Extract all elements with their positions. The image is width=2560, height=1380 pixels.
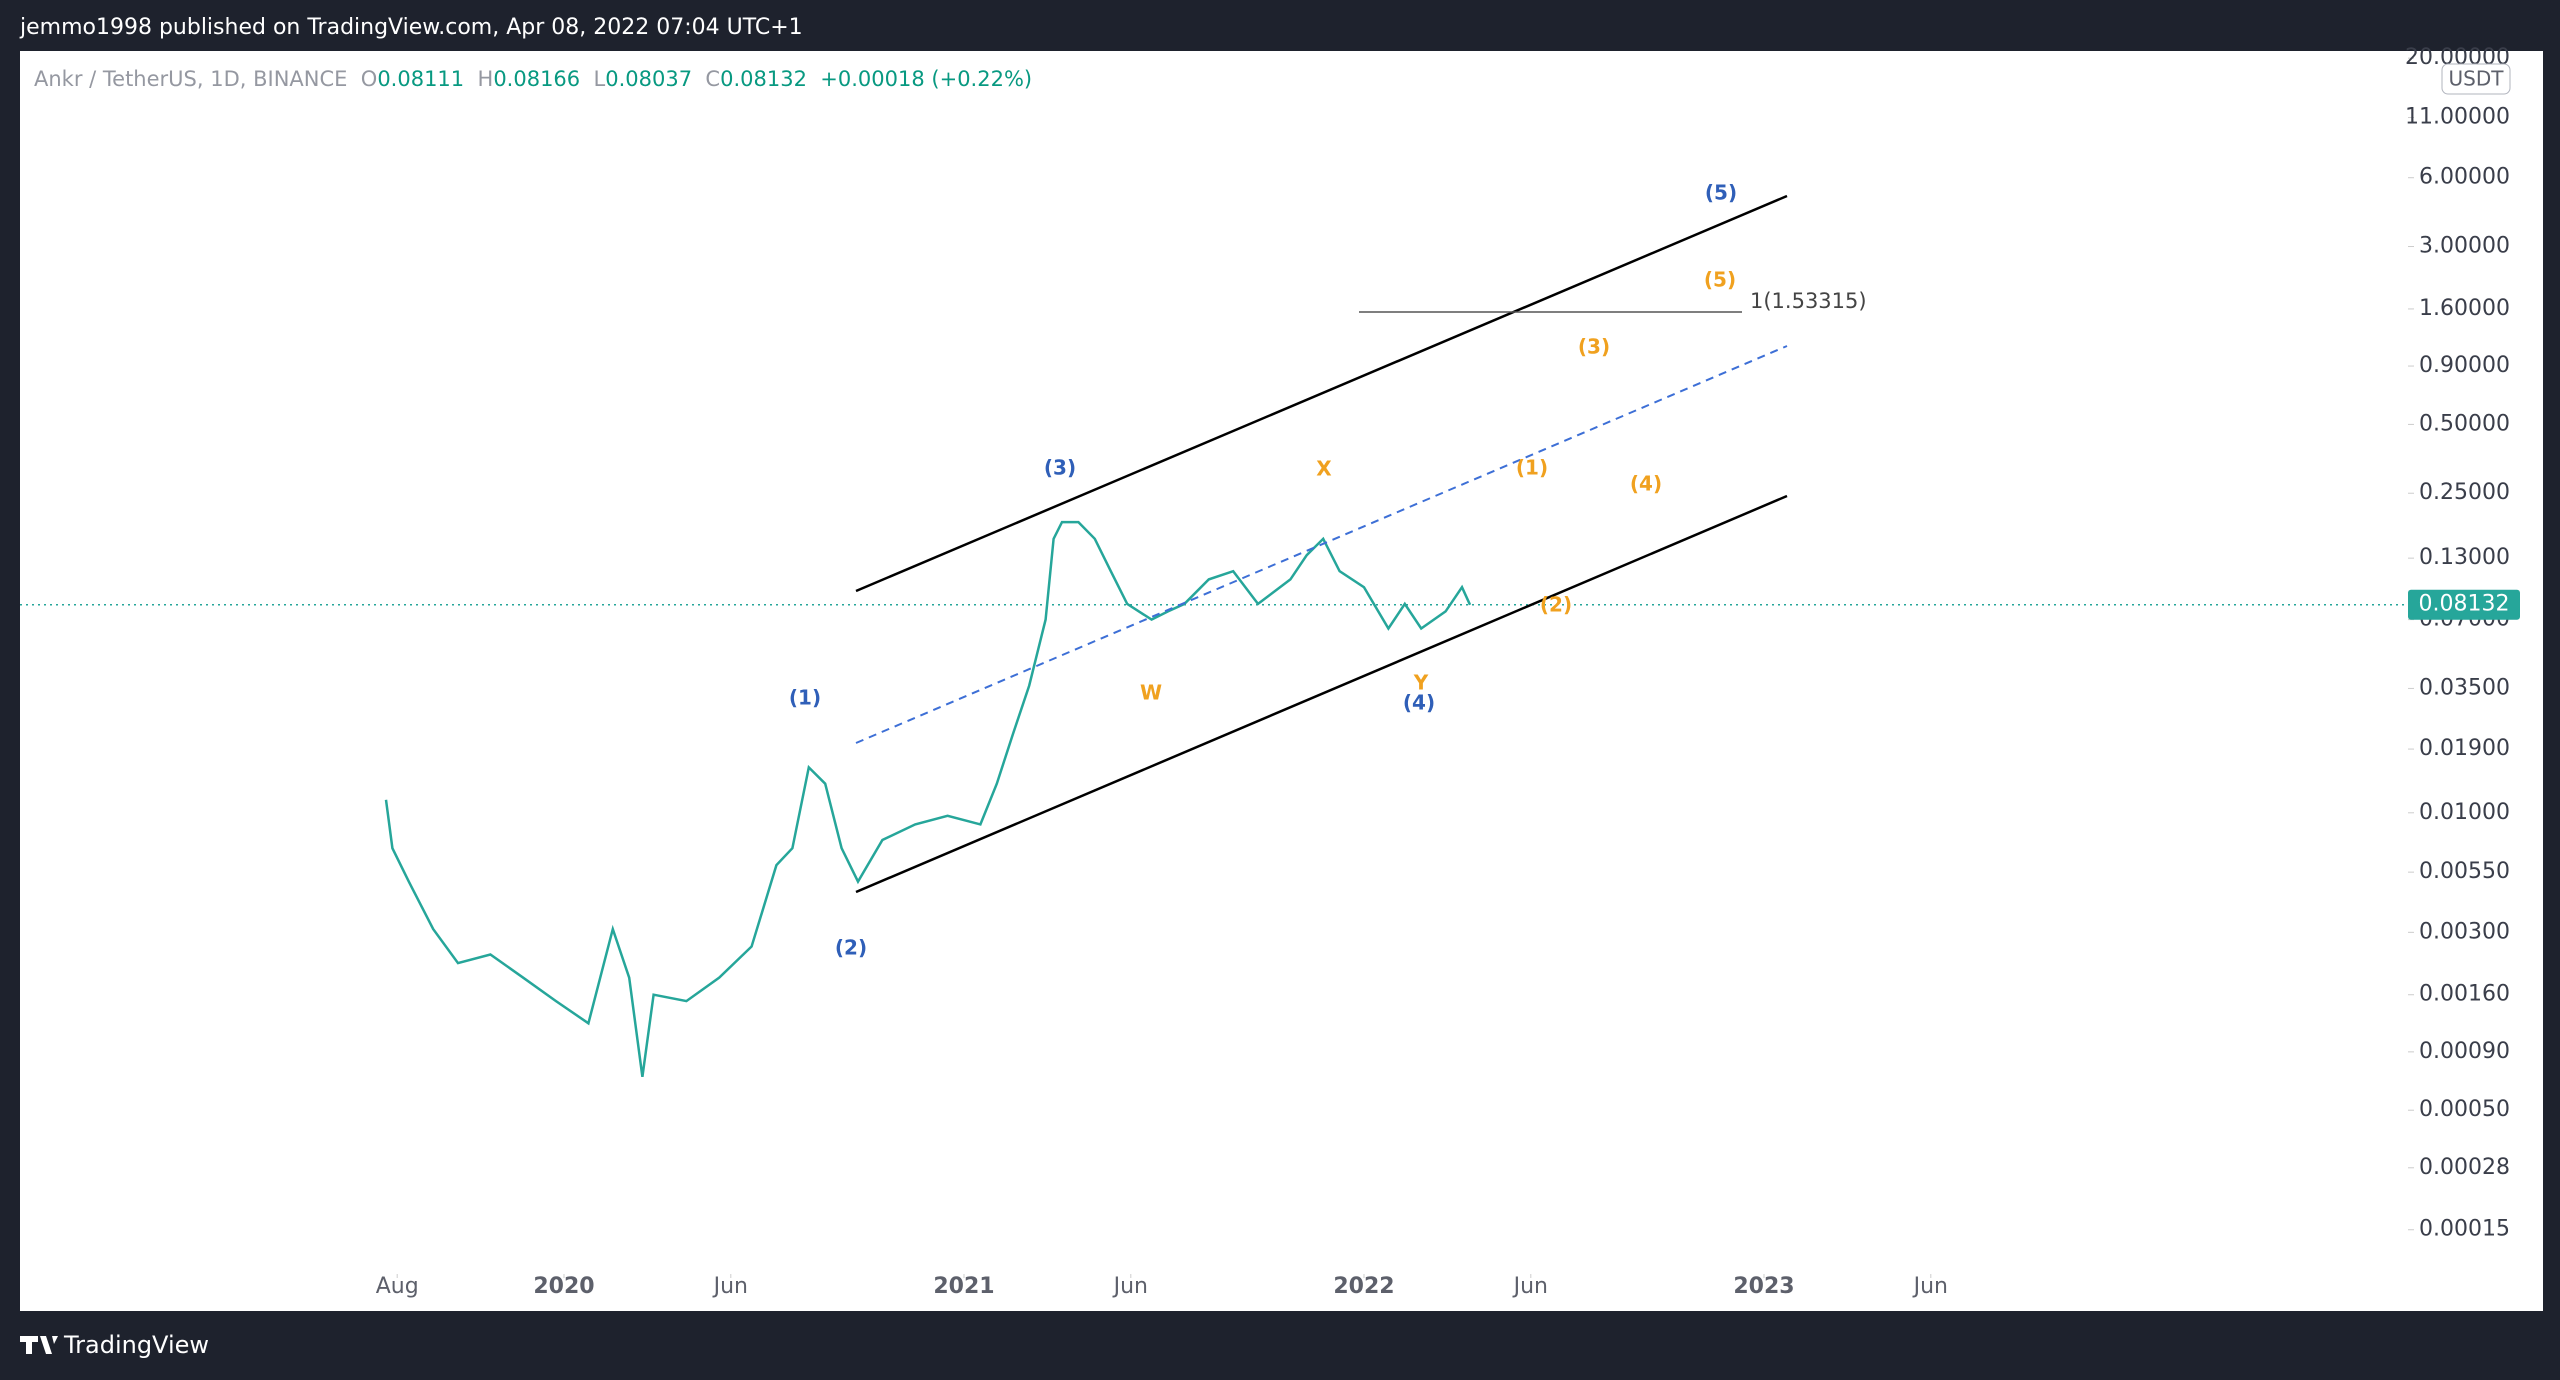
y-tick-label: 0.00300 <box>2419 919 2510 944</box>
y-tick-label: 0.00550 <box>2419 859 2510 884</box>
spacer <box>580 67 593 91</box>
price-axis: 20.0000011.000006.000003.000001.600000.9… <box>376 45 2520 1299</box>
ohlc-key: O <box>361 67 378 91</box>
currency-badge <box>2441 63 2511 95</box>
y-tick-label: 0.90000 <box>2419 353 2510 378</box>
wave-label-orange: W <box>1140 681 1162 705</box>
x-tick-label: Aug <box>376 1274 419 1299</box>
footer-logo: TradingView <box>20 1331 209 1359</box>
channel-lower <box>855 494 1788 894</box>
wave-label-orange: Y <box>1413 671 1429 695</box>
logo-icon <box>20 1336 58 1354</box>
x-tick-label: Jun <box>1912 1274 1948 1299</box>
ohlc-value: 0.08111 <box>377 67 464 91</box>
y-tick-label: 0.00090 <box>2419 1039 2510 1064</box>
ohlc-legend: Ankr / TetherUS, 1D, BINANCE O0.08111 H0… <box>34 67 1032 91</box>
fib-label: 1(1.53315) <box>1750 289 1867 313</box>
wave-label-blue: (4) <box>1403 691 1435 715</box>
spacer <box>347 67 360 91</box>
wave-label-orange: (2) <box>1540 593 1572 617</box>
y-tick-label: 0.25000 <box>2419 480 2510 505</box>
y-tick-label: 0.01000 <box>2419 800 2510 825</box>
wave-label-blue: (1) <box>789 686 821 710</box>
y-tick-label: 0.13000 <box>2419 545 2510 570</box>
wave-label-blue: (3) <box>1044 456 1076 480</box>
y-tick-label: 0.03500 <box>2419 675 2510 700</box>
plot: Ankr / TetherUS, 1D, BINANCE O0.08111 H0… <box>20 67 2408 1077</box>
spacer <box>807 67 820 91</box>
x-tick-label: 2021 <box>933 1274 994 1299</box>
wave-label-orange: (5) <box>1704 268 1736 292</box>
price-line <box>384 520 1472 1077</box>
chart-area <box>20 51 2543 1311</box>
y-tick-label: 0.00050 <box>2419 1097 2510 1122</box>
y-tick-label: 11.00000 <box>2405 105 2510 130</box>
spacer <box>692 67 705 91</box>
channel-mid <box>855 345 1788 744</box>
y-tick-label: 0.00015 <box>2419 1217 2510 1242</box>
x-tick-label: 2020 <box>533 1274 594 1299</box>
y-tick-label: 3.00000 <box>2419 234 2510 259</box>
ohlc-change: +0.00018 (+0.22%) <box>820 67 1032 91</box>
last-price-label: 0.08132 <box>2419 592 2510 617</box>
y-tick-label: 1.60000 <box>2419 296 2510 321</box>
spacer <box>464 67 477 91</box>
last-price-tag <box>2408 589 2520 620</box>
x-tick-label: 2022 <box>1333 1274 1394 1299</box>
x-tick-label: Jun <box>1112 1274 1148 1299</box>
ohlc-key: L <box>594 67 606 91</box>
y-tick-label: 0.00028 <box>2419 1155 2510 1180</box>
ohlc-value: 0.08037 <box>605 67 692 91</box>
ohlc-value: 0.08166 <box>493 67 580 91</box>
channel-upper <box>855 194 1788 593</box>
y-tick-label: 6.00000 <box>2419 165 2510 190</box>
publish-header: jemmo1998 published on TradingView.com, … <box>19 15 803 40</box>
footer-brand: TradingView <box>63 1331 209 1359</box>
wave-label-orange: (1) <box>1516 456 1548 480</box>
x-tick-label: Jun <box>712 1274 748 1299</box>
currency: USDT <box>2449 67 2505 91</box>
wave-label-blue: (2) <box>835 936 867 960</box>
ohlc-key: H <box>478 67 494 91</box>
ohlc-key: C <box>705 67 720 91</box>
ohlc-value: 0.08132 <box>720 67 807 91</box>
wave-label-blue: (5) <box>1705 181 1737 205</box>
y-tick-label: 0.00160 <box>2419 982 2510 1007</box>
wave-labels: (1) (2) (3) (4) (5) (1) (2) (3) (4) (5) W X Y <box>789 181 1737 960</box>
wave-label-orange: X <box>1316 457 1332 481</box>
x-tick-label: Jun <box>1512 1274 1548 1299</box>
symbol: Ankr / TetherUS, 1D, BINANCE <box>34 67 347 91</box>
x-tick-label: 2023 <box>1733 1274 1794 1299</box>
wave-label-orange: (3) <box>1578 335 1610 359</box>
wave-label-orange: (4) <box>1630 472 1662 496</box>
y-tick-label: 0.50000 <box>2419 411 2510 436</box>
y-tick-label: 0.01900 <box>2419 736 2510 761</box>
